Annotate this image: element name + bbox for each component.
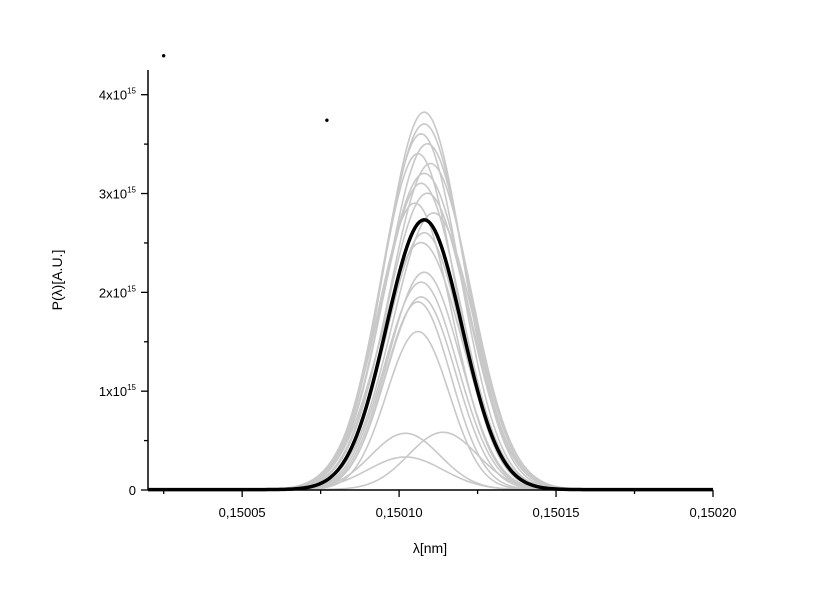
shot-series-line [148, 431, 713, 491]
axes-layer [147, 70, 713, 491]
shot-series-line [148, 172, 713, 491]
shot-series-line [148, 192, 713, 491]
y-tick-label: 1x1015 [99, 383, 137, 399]
shot-series-line [148, 212, 713, 491]
shot-series-line [148, 111, 713, 491]
shot-series-line [148, 330, 713, 491]
x-axis-title: λ[nm] [413, 540, 447, 556]
shot-series-line [148, 432, 713, 491]
shot-series-line [148, 162, 713, 491]
shot-series-line [148, 281, 713, 491]
dot-annotation: • [161, 48, 166, 63]
x-tick-label: 0,15010 [376, 505, 423, 520]
shot-series-line [148, 456, 713, 491]
average-series-line [148, 218, 713, 492]
ticks-layer: 0,15005 0,15010 0,15015 0,15020 0 1x1015 2x101… [99, 87, 737, 520]
x-tick-label: 0,15015 [533, 505, 580, 520]
shot-series-line [148, 231, 713, 491]
y-tick-label: 3x1015 [99, 186, 137, 202]
shot-series-line [148, 152, 713, 491]
shot-series-line [148, 296, 713, 491]
y-tick-label: 2x1015 [99, 284, 137, 300]
shot-series-line [148, 301, 713, 491]
annotation-layer: •• [161, 48, 329, 127]
y-axis-title: P(λ)[A.U.] [49, 250, 65, 311]
shot-series-line [148, 241, 713, 491]
y-tick-label: 4x1015 [99, 87, 137, 103]
dot-annotation: • [325, 112, 330, 127]
shot-series-line [148, 123, 713, 491]
y-tick-label: 0 [129, 483, 136, 498]
x-tick-label: 0,15020 [690, 505, 737, 520]
x-tick-label: 0,15005 [219, 505, 266, 520]
series-layer [148, 111, 713, 492]
